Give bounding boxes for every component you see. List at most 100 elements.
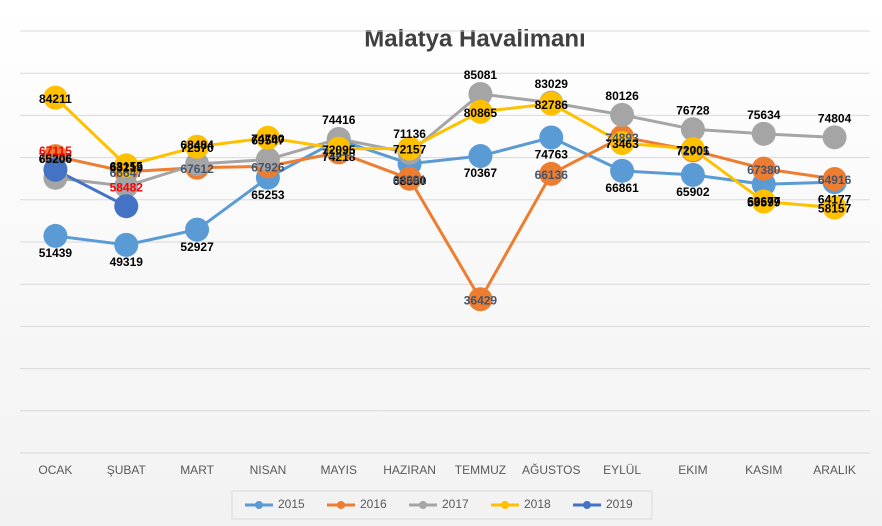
data-label: 59599 <box>747 196 781 210</box>
point <box>610 158 635 183</box>
point <box>822 195 847 220</box>
point <box>822 167 847 192</box>
legend-label: 2017 <box>442 497 469 511</box>
data-label: 63677 <box>747 194 781 208</box>
point <box>185 151 210 176</box>
point <box>680 162 705 187</box>
point <box>114 194 139 219</box>
point <box>751 189 776 214</box>
point <box>326 136 351 161</box>
data-label: 67380 <box>747 163 781 177</box>
point <box>397 166 422 191</box>
data-label: 83029 <box>535 77 569 91</box>
point <box>43 157 68 182</box>
x-tick-label: TEMMUZ <box>455 463 506 477</box>
point <box>751 156 776 181</box>
data-label: 68484 <box>180 138 214 152</box>
x-tick-label: EKIM <box>678 463 707 477</box>
data-label: 63219 <box>110 160 144 174</box>
legend-marker <box>419 501 427 509</box>
data-label: 66647 <box>110 166 144 180</box>
data-label: 72095 <box>322 143 356 157</box>
legend-label: 2015 <box>278 497 305 511</box>
data-label: 51439 <box>39 246 73 260</box>
data-label: 72570 <box>180 141 214 155</box>
point <box>468 99 493 124</box>
point <box>468 81 493 106</box>
data-label: 74700 <box>251 132 285 146</box>
chart-title: Malatya Havalimanı <box>364 25 585 52</box>
point <box>751 121 776 146</box>
x-tick-label: MAYIS <box>321 463 357 477</box>
data-label: 65902 <box>676 185 710 199</box>
data-label: 69547 <box>251 134 285 148</box>
legend-label: 2016 <box>360 497 387 511</box>
data-label: 71240 <box>322 147 356 161</box>
data-label: 68550 <box>393 174 427 188</box>
data-label: 67612 <box>180 162 214 176</box>
data-label: 36429 <box>464 293 498 307</box>
data-label: 67115 <box>39 144 72 158</box>
data-label: 70367 <box>464 166 498 180</box>
x-tick-label: EYLÜL <box>603 463 641 477</box>
legend-marker <box>501 501 509 509</box>
point <box>610 102 635 127</box>
point <box>255 125 280 150</box>
data-label: 74893 <box>605 131 639 145</box>
data-label: 71705 <box>676 145 710 159</box>
data-label: 74804 <box>818 111 852 125</box>
data-label: 65253 <box>251 188 285 202</box>
data-label: 85081 <box>464 68 498 82</box>
legend-label: 2019 <box>606 497 633 511</box>
point <box>468 144 493 169</box>
point <box>539 161 564 186</box>
data-label: 75634 <box>747 108 781 122</box>
data-label: 74416 <box>322 113 356 127</box>
point <box>114 232 139 257</box>
point <box>397 136 422 161</box>
point <box>185 134 210 159</box>
data-label: 76728 <box>676 103 710 117</box>
x-tick-label: MART <box>180 463 214 477</box>
data-label: 66861 <box>605 181 639 195</box>
data-label: 67926 <box>251 161 285 175</box>
point <box>43 223 68 248</box>
data-label: 64916 <box>818 173 852 187</box>
x-tick-label: AĞUSTOS <box>522 462 580 477</box>
x-tick-label: OCAK <box>38 463 72 477</box>
data-label: 58157 <box>818 202 852 216</box>
legend-marker <box>255 501 263 509</box>
data-label: 65206 <box>39 152 73 166</box>
point <box>680 117 705 142</box>
data-label: 71136 <box>393 127 426 141</box>
point <box>539 91 564 116</box>
data-label: 80126 <box>605 89 639 103</box>
series-line <box>54 96 835 210</box>
data-label: 72157 <box>393 143 427 157</box>
data-label: 82786 <box>535 98 569 112</box>
data-label: 80865 <box>464 106 498 120</box>
data-label: 68155 <box>110 160 144 174</box>
point <box>114 153 139 178</box>
x-tick-label: ŞUBAT <box>107 463 147 477</box>
point <box>255 147 280 172</box>
legend-label: 2018 <box>524 497 551 511</box>
data-label: 66136 <box>535 168 569 182</box>
data-label: 52927 <box>180 240 214 254</box>
data-label: 64991 <box>393 173 427 187</box>
x-tick-label: HAZIRAN <box>383 463 436 477</box>
data-label: 84211 <box>39 92 72 106</box>
x-tick-label: ARALIK <box>813 463 856 477</box>
legend-marker <box>583 501 591 509</box>
data-label: 72001 <box>676 143 710 157</box>
x-tick-label: KASIM <box>745 463 782 477</box>
point <box>114 174 139 199</box>
point <box>539 125 564 150</box>
point <box>680 137 705 162</box>
data-label: 74763 <box>535 148 569 162</box>
point <box>468 287 493 312</box>
point <box>43 85 68 110</box>
point <box>185 217 210 242</box>
